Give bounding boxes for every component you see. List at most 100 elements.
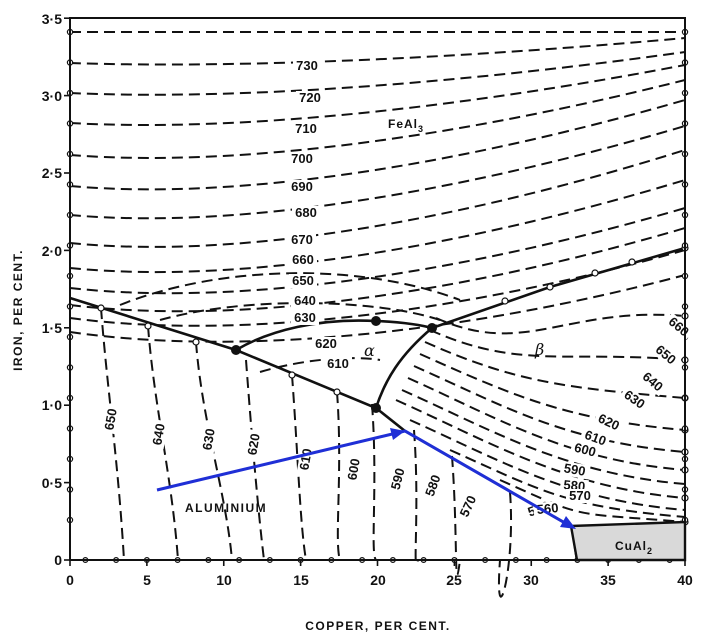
beta-isotherm-label: 570	[569, 488, 591, 503]
svg-text:3·0: 3·0	[42, 88, 62, 104]
isotherm-line	[69, 179, 686, 274]
plot-frame	[69, 17, 686, 561]
isotherm-line	[69, 99, 686, 191]
isotherm-line	[147, 325, 179, 561]
isotherm-line	[435, 313, 686, 335]
aluminium-isotherm-label: 580	[422, 473, 444, 499]
isotherm-line	[401, 389, 686, 485]
feal3-isotherm-label: 700	[291, 151, 313, 166]
feal3-isotherm-label: 690	[291, 179, 313, 194]
boundary-dot	[192, 338, 200, 346]
isotherm-line	[69, 51, 686, 96]
boundary-dot	[333, 388, 341, 396]
svg-text:5: 5	[143, 572, 151, 588]
svg-text:25: 25	[446, 572, 462, 588]
node-point	[427, 323, 437, 333]
feal3-isotherm-label: 710	[295, 121, 317, 136]
isotherm-line	[419, 353, 686, 431]
aluminium-isotherm-label: 620	[244, 432, 263, 456]
node-point	[371, 316, 381, 326]
isotherm-line	[499, 479, 686, 523]
x-tick-labels: 0 5 10 15 20 25 30 35 40	[66, 572, 693, 588]
beta-isotherm-label: 600	[573, 440, 598, 460]
crystallisation-path-arrow	[156, 428, 576, 529]
feal3-isotherm-label: 610	[327, 356, 349, 371]
isotherm-line	[69, 274, 686, 343]
isotherm-line	[413, 365, 686, 453]
svg-text:35: 35	[600, 572, 616, 588]
feal3-isotherm-label: 650	[292, 273, 314, 288]
isotherm-line	[69, 125, 686, 220]
feal3-isotherm-label: 720	[299, 90, 321, 105]
aluminium-isotherm-label: 590	[388, 466, 408, 491]
boundary-dot	[501, 297, 509, 305]
beta-upper-boundary	[431, 246, 686, 330]
beta-isotherm-label: 560	[536, 500, 559, 517]
feal3-isotherm-label: 620	[315, 336, 337, 351]
beta-label: β	[534, 340, 544, 359]
feal3-isotherm-label: 670	[291, 232, 313, 247]
isotherm-line	[100, 307, 125, 561]
isotherm-line	[413, 429, 419, 565]
aluminium-isotherm-label: 630	[199, 427, 218, 451]
cual2-label: CuAl2	[615, 539, 653, 556]
aluminium-isotherm-label: 600	[344, 457, 363, 481]
beta-isotherm-label: 590	[563, 460, 587, 479]
boundary-dot	[591, 269, 599, 277]
isotherm-line	[291, 374, 307, 561]
node-point	[231, 345, 241, 355]
isotherm-line	[69, 149, 686, 248]
alpha-label: α	[364, 341, 375, 360]
svg-text:0: 0	[54, 552, 62, 568]
svg-text:0: 0	[66, 572, 74, 588]
aluminium-label: ALUMINIUM	[185, 501, 267, 515]
cual2-region	[569, 520, 687, 562]
alpha-beta-boundary	[374, 327, 433, 409]
boundary-dot	[144, 322, 152, 330]
svg-text:1·0: 1·0	[42, 397, 62, 413]
isotherm-line	[69, 249, 686, 327]
feal3-isotherm-label: 660	[292, 252, 314, 267]
isotherm-line	[395, 399, 686, 499]
feal3-isotherm-label: 680	[295, 205, 317, 220]
isotherm-line	[69, 37, 686, 66]
feal3-isotherm-label: 730	[296, 58, 318, 73]
isotherm-line	[69, 64, 686, 126]
isotherm-line	[245, 359, 265, 561]
isotherm-line	[159, 302, 441, 321]
svg-text:1·5: 1·5	[42, 320, 62, 336]
isotherm-line	[451, 455, 461, 576]
isotherm-line	[497, 491, 513, 598]
svg-text:2·5: 2·5	[42, 165, 62, 181]
aluminium-isotherm-label: 610	[296, 447, 315, 471]
svg-text:20: 20	[370, 572, 386, 588]
boundary-dot	[546, 283, 554, 291]
svg-text:10: 10	[216, 572, 232, 588]
x-axis-title: COPPER, PER CENT.	[305, 619, 451, 633]
boundary-dot	[288, 371, 296, 379]
isotherm-line	[371, 403, 377, 561]
isotherm-line	[259, 357, 381, 373]
svg-text:0·5: 0·5	[42, 475, 62, 491]
isotherm-line	[429, 329, 686, 361]
svg-text:2·0: 2·0	[42, 243, 62, 259]
feal3-isotherm-label: 630	[294, 310, 316, 325]
boundary-dot	[628, 258, 636, 266]
feal3-label: FeAl3	[388, 117, 424, 134]
isotherm-line	[424, 341, 686, 399]
isotherm-line	[409, 419, 686, 511]
isotherm-line	[119, 272, 461, 306]
aluminium-isotherm-label: 640	[149, 422, 168, 446]
svg-text:40: 40	[677, 572, 693, 588]
svg-text:3·5: 3·5	[42, 11, 62, 27]
isotherm-line	[69, 207, 686, 295]
alpha-upper-boundary	[235, 319, 433, 352]
isotherm-line	[336, 391, 341, 561]
isotherm-line	[449, 449, 686, 518]
feal3-isotherm-label: 640	[294, 293, 316, 308]
isotherm-line	[195, 341, 233, 561]
node-point	[371, 403, 381, 413]
aluminium-isotherm-label: 650	[101, 407, 120, 431]
y-axis-title: IRON, PER CENT.	[11, 249, 25, 371]
